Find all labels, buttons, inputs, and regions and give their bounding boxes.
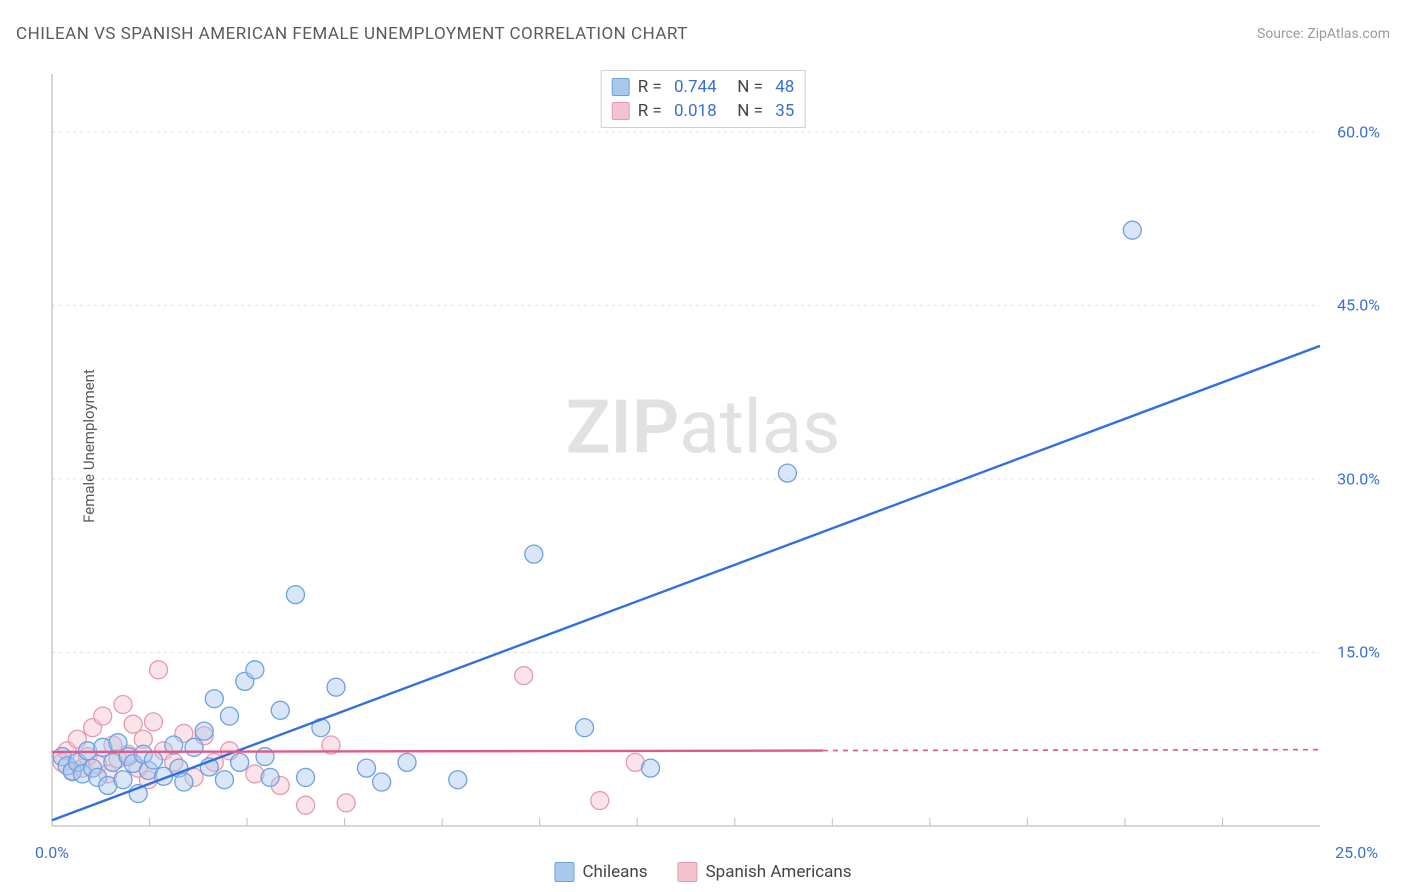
legend-r-value-0: 0.744 <box>674 77 717 97</box>
legend-r-label: R = <box>638 77 666 97</box>
series-legend: Chileans Spanish Americans <box>554 862 851 882</box>
legend-swatch-chileans <box>554 862 574 882</box>
legend-n-value-1: 35 <box>775 101 794 121</box>
legend-n-value-0: 48 <box>775 77 794 97</box>
chart-header: CHILEAN VS SPANISH AMERICAN FEMALE UNEMP… <box>16 24 1390 44</box>
y-tick-label: 45.0% <box>1337 296 1380 315</box>
regression-lines <box>52 346 1320 820</box>
x-tick-label: 0.0% <box>35 843 69 862</box>
correlation-row-1: R = 0.018 N = 35 <box>612 99 795 123</box>
legend-label-chileans: Chileans <box>582 862 647 882</box>
y-tick-label: 60.0% <box>1337 122 1380 141</box>
legend-label-spanish: Spanish Americans <box>706 862 852 882</box>
y-tick-label: 30.0% <box>1337 469 1380 488</box>
correlation-legend: R = 0.744 N = 48 R = 0.018 N = 35 <box>601 70 806 128</box>
legend-item-spanish: Spanish Americans <box>678 862 852 882</box>
legend-item-chileans: Chileans <box>554 862 647 882</box>
x-tick-label: 25.0% <box>1335 843 1378 862</box>
legend-swatch-1 <box>612 102 630 120</box>
correlation-row-0: R = 0.744 N = 48 <box>612 75 795 99</box>
y-tick-label: 15.0% <box>1337 643 1380 662</box>
legend-swatch-spanish <box>678 862 698 882</box>
legend-swatch-0 <box>612 78 630 96</box>
legend-r-value-1: 0.018 <box>674 101 717 121</box>
chart-source: Source: ZipAtlas.com <box>1257 26 1390 42</box>
scatter-points <box>53 221 1141 814</box>
chart-title: CHILEAN VS SPANISH AMERICAN FEMALE UNEMP… <box>16 24 688 44</box>
legend-n-label: N = <box>725 101 768 121</box>
scatter-plot: 15.0%30.0%45.0%60.0% 0.0%25.0% <box>48 70 1378 834</box>
legend-n-label: N = <box>725 77 768 97</box>
legend-r-label: R = <box>638 101 666 121</box>
plot-svg <box>48 70 1378 834</box>
axes <box>52 74 1320 826</box>
